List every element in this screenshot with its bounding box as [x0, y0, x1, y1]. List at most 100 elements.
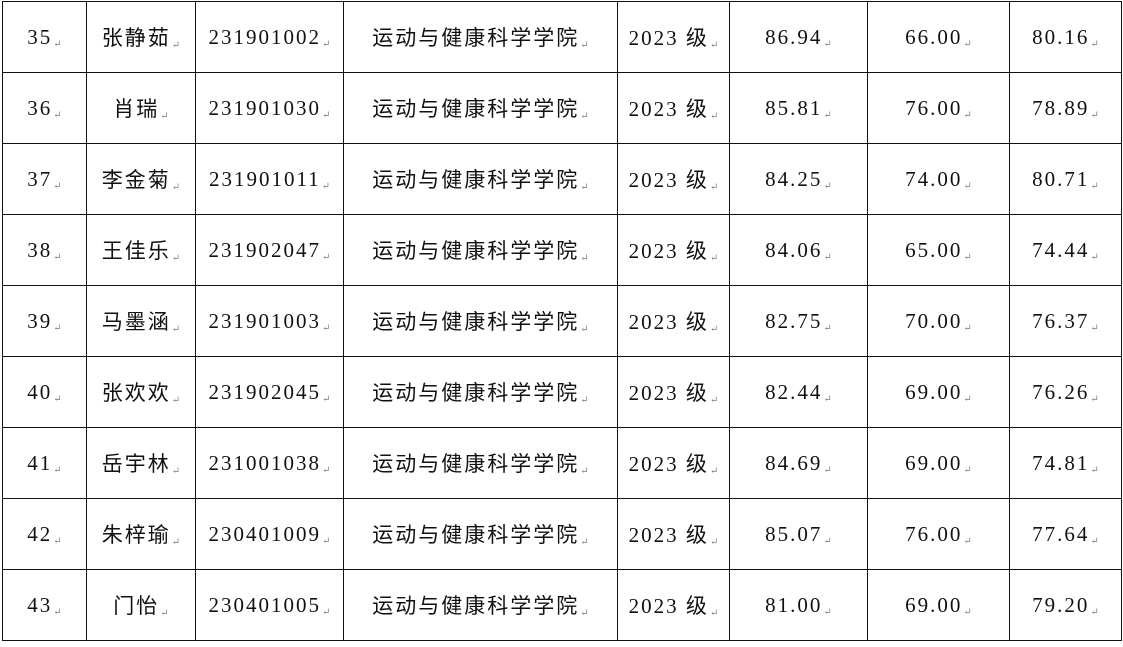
- score-1-text: 85.81: [765, 96, 832, 120]
- score-2-cell: 70.00: [867, 285, 1010, 357]
- name-cell: 岳宇林: [86, 427, 196, 499]
- student-id-cell: 231901011: [195, 143, 344, 215]
- name-cell: 马墨涵: [86, 285, 196, 357]
- rank-text: 39: [27, 309, 61, 333]
- rank-cell: 42: [2, 498, 87, 570]
- student-id-text: 231902047: [209, 238, 331, 262]
- grade-cell: 2023 级: [617, 356, 730, 428]
- score-1-text: 81.00: [765, 593, 832, 617]
- score-3-text: 78.89: [1032, 96, 1099, 120]
- rank-text: 36: [27, 96, 61, 120]
- name-text: 马墨涵: [102, 310, 180, 334]
- grade-text: 2023 级: [629, 381, 719, 405]
- name-cell: 朱梓瑜: [86, 498, 196, 570]
- rank-cell: 40: [2, 356, 87, 428]
- score-3-text: 74.44: [1032, 238, 1099, 262]
- score-3-cell: 77.64: [1009, 498, 1122, 570]
- grade-cell: 2023 级: [617, 1, 730, 73]
- student-id-text: 231901011: [209, 167, 330, 191]
- score-2-cell: 69.00: [867, 356, 1010, 428]
- rank-cell: 41: [2, 427, 87, 499]
- score-2-cell: 76.00: [867, 72, 1010, 144]
- score-1-cell: 86.94: [729, 1, 868, 73]
- score-3-text: 79.20: [1032, 593, 1099, 617]
- name-cell: 门怡: [86, 569, 196, 641]
- table-row: 37 李金菊 231901011 运动与健康科学学院 2023 级 84.25 74.00 8…: [2, 143, 1122, 215]
- score-2-text: 76.00: [905, 96, 972, 120]
- score-1-cell: 85.81: [729, 72, 868, 144]
- name-cell: 肖瑞: [86, 72, 196, 144]
- student-id-text: 231001038: [209, 451, 331, 475]
- score-2-cell: 66.00: [867, 1, 1010, 73]
- name-text: 肖瑞: [113, 97, 168, 121]
- score-1-text: 82.75: [765, 309, 832, 333]
- score-2-cell: 69.00: [867, 427, 1010, 499]
- score-3-text: 77.64: [1032, 522, 1099, 546]
- score-3-text: 74.81: [1032, 451, 1099, 475]
- score-3-cell: 74.44: [1009, 214, 1122, 286]
- student-id-text: 231901002: [209, 25, 331, 49]
- grade-text: 2023 级: [629, 310, 719, 334]
- rank-cell: 39: [2, 285, 87, 357]
- name-text: 岳宇林: [102, 452, 180, 476]
- score-1-text: 84.25: [765, 167, 832, 191]
- student-id-text: 230401009: [209, 522, 331, 546]
- score-2-text: 70.00: [905, 309, 972, 333]
- table-row: 43 门怡 230401005 运动与健康科学学院 2023 级 81.00 69.00 79…: [2, 569, 1122, 641]
- student-id-cell: 231901030: [195, 72, 344, 144]
- table-row: 38 王佳乐 231902047 运动与健康科学学院 2023 级 84.06 65.00 7…: [2, 214, 1122, 286]
- college-cell: 运动与健康科学学院: [343, 72, 618, 144]
- student-id-cell: 231901002: [195, 1, 344, 73]
- student-id-text: 231901030: [209, 96, 331, 120]
- college-text: 运动与健康科学学院: [372, 239, 588, 263]
- table-row: 36 肖瑞 231901030 运动与健康科学学院 2023 级 85.81 76.00 78…: [2, 72, 1122, 144]
- grade-text: 2023 级: [629, 239, 719, 263]
- grade-text: 2023 级: [629, 523, 719, 547]
- rank-text: 41: [27, 451, 61, 475]
- score-1-cell: 84.06: [729, 214, 868, 286]
- college-text: 运动与健康科学学院: [372, 310, 588, 334]
- grade-cell: 2023 级: [617, 72, 730, 144]
- name-text: 王佳乐: [102, 239, 180, 263]
- college-cell: 运动与健康科学学院: [343, 285, 618, 357]
- college-cell: 运动与健康科学学院: [343, 143, 618, 215]
- score-1-cell: 85.07: [729, 498, 868, 570]
- score-2-cell: 76.00: [867, 498, 1010, 570]
- score-1-text: 82.44: [765, 380, 832, 404]
- rank-cell: 38: [2, 214, 87, 286]
- score-1-text: 84.06: [765, 238, 832, 262]
- score-3-cell: 74.81: [1009, 427, 1122, 499]
- grade-cell: 2023 级: [617, 498, 730, 570]
- student-id-text: 231901003: [209, 309, 331, 333]
- student-id-text: 230401005: [209, 593, 331, 617]
- student-id-cell: 230401005: [195, 569, 344, 641]
- score-2-text: 74.00: [905, 167, 972, 191]
- score-3-cell: 79.20: [1009, 569, 1122, 641]
- score-1-cell: 82.75: [729, 285, 868, 357]
- rank-text: 40: [27, 380, 61, 404]
- score-3-cell: 80.71: [1009, 143, 1122, 215]
- table-row: 39 马墨涵 231901003 运动与健康科学学院 2023 级 82.75 70.00 7…: [2, 285, 1122, 357]
- score-2-text: 66.00: [905, 25, 972, 49]
- college-cell: 运动与健康科学学院: [343, 214, 618, 286]
- college-cell: 运动与健康科学学院: [343, 498, 618, 570]
- rank-text: 43: [27, 593, 61, 617]
- name-text: 张静茹: [102, 26, 180, 50]
- table-row: 35 张静茹 231901002 运动与健康科学学院 2023 级 86.94 66.00 8…: [2, 1, 1122, 73]
- table-row: 42 朱梓瑜 230401009 运动与健康科学学院 2023 级 85.07 76.00 7…: [2, 498, 1122, 570]
- score-1-cell: 81.00: [729, 569, 868, 641]
- score-2-cell: 65.00: [867, 214, 1010, 286]
- name-cell: 张欢欢: [86, 356, 196, 428]
- college-cell: 运动与健康科学学院: [343, 1, 618, 73]
- student-id-text: 231902045: [209, 380, 331, 404]
- grade-cell: 2023 级: [617, 143, 730, 215]
- score-1-cell: 84.69: [729, 427, 868, 499]
- score-1-text: 86.94: [765, 25, 832, 49]
- score-3-cell: 76.37: [1009, 285, 1122, 357]
- grade-text: 2023 级: [629, 452, 719, 476]
- grade-cell: 2023 级: [617, 427, 730, 499]
- college-cell: 运动与健康科学学院: [343, 569, 618, 641]
- grade-text: 2023 级: [629, 97, 719, 121]
- score-2-text: 69.00: [905, 593, 972, 617]
